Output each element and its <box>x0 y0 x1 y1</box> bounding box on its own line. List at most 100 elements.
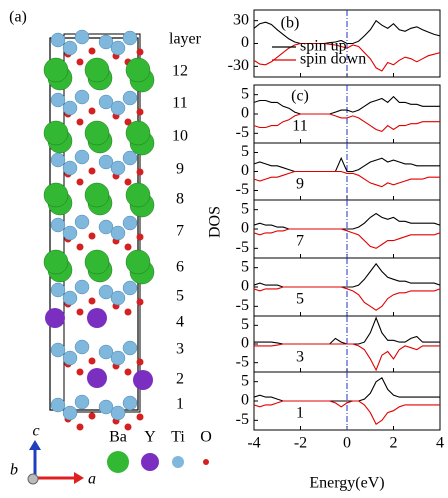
o-atom <box>89 358 96 365</box>
layer-label: 5 <box>296 291 304 308</box>
ti-atom <box>75 340 89 354</box>
o-atom <box>137 299 144 306</box>
y-tick-label: 5 <box>241 200 249 217</box>
ti-atom <box>51 343 65 357</box>
layer-label: 6 <box>176 259 184 276</box>
ba-atom <box>44 121 68 145</box>
y-tick-label: -5 <box>236 353 249 370</box>
atom-label: Ba <box>109 429 127 446</box>
ti-atom <box>111 41 125 55</box>
atom-legend-marker <box>172 456 184 468</box>
o-atom <box>137 414 144 421</box>
layer-label: 2 <box>176 371 184 388</box>
layer-label: 9 <box>296 176 304 193</box>
layer-label: 5 <box>176 288 184 305</box>
ti-atom <box>123 396 137 410</box>
crystal-structure <box>44 30 154 431</box>
ti-atom <box>63 291 77 305</box>
ti-atom <box>123 151 137 165</box>
ba-atom <box>44 58 68 82</box>
o-atom <box>77 424 84 431</box>
o-atom <box>89 48 96 55</box>
layer-label: 3 <box>296 349 304 366</box>
layer-label: 10 <box>172 128 188 145</box>
y-tick-label: 0 <box>241 162 249 179</box>
layer-label: 12 <box>172 63 188 80</box>
ti-atom <box>51 33 65 47</box>
y-tick-label: 0 <box>241 392 249 409</box>
ti-atom <box>111 351 125 365</box>
ti-atom <box>75 90 89 104</box>
y-tick-label: 0 <box>241 105 249 122</box>
o-atom <box>89 413 96 420</box>
ti-atom <box>123 341 137 355</box>
ba-atom <box>85 183 109 207</box>
ti-atom <box>123 281 137 295</box>
ba-atom <box>44 183 68 207</box>
layer-title: layer <box>169 31 202 48</box>
o-atom <box>77 179 84 186</box>
o-atom <box>77 59 84 66</box>
o-atom <box>77 309 84 316</box>
ba-atom <box>126 183 150 207</box>
ti-atom <box>63 406 77 420</box>
layer-label: 7 <box>296 233 304 250</box>
ti-atom <box>111 226 125 240</box>
atom-label: O <box>200 429 212 446</box>
y-tick-label: -5 <box>236 181 249 198</box>
y-tick-label: -30 <box>228 57 249 74</box>
atom-legend-marker <box>203 459 209 465</box>
ti-atom <box>51 93 65 107</box>
x-axis-label: Energy(eV) <box>309 475 384 492</box>
o-atom <box>77 369 84 376</box>
y-tick-label: 0 <box>241 220 249 237</box>
ti-atom <box>111 406 125 420</box>
atom-legend-marker <box>141 453 159 471</box>
atom-label: Y <box>144 429 156 446</box>
o-atom <box>137 169 144 176</box>
o-atom <box>77 244 84 251</box>
axis-name: a <box>88 471 96 488</box>
y-atom <box>45 308 65 328</box>
legend-label: spin down <box>300 51 366 68</box>
layer-label: 7 <box>176 223 184 240</box>
ti-atom <box>75 150 89 164</box>
ti-atom <box>111 101 125 115</box>
o-atom <box>89 298 96 305</box>
ti-atom <box>75 395 89 409</box>
ti-atom <box>51 398 65 412</box>
atom-label: Ti <box>171 429 185 446</box>
layer-label: 1 <box>176 396 184 413</box>
layer-label: 3 <box>176 341 184 358</box>
o-atom <box>137 109 144 116</box>
x-tick-label: 4 <box>436 435 444 452</box>
ti-atom <box>63 161 77 175</box>
y-tick-label: 5 <box>241 316 249 333</box>
o-atom <box>125 309 132 316</box>
y-tick-label: -5 <box>236 124 249 141</box>
o-atom <box>137 49 144 56</box>
y-atom <box>87 308 107 328</box>
panel-label: (c) <box>291 88 309 105</box>
o-atom <box>89 233 96 240</box>
o-atom <box>89 108 96 115</box>
ti-atom <box>75 215 89 229</box>
layer-label: 8 <box>176 191 184 208</box>
axis-name: c <box>32 423 39 440</box>
o-atom <box>77 119 84 126</box>
arrow-head <box>74 472 84 484</box>
ba-atom <box>44 250 68 274</box>
axis-name: b <box>10 462 18 479</box>
y-tick-label: 5 <box>241 372 249 389</box>
ti-atom <box>51 218 65 232</box>
axis-origin <box>28 474 38 484</box>
y-tick-label: 5 <box>241 143 249 160</box>
y-atom <box>133 370 153 390</box>
ba-atom <box>85 58 109 82</box>
y-tick-label: -5 <box>236 239 249 256</box>
y-tick-label: 5 <box>241 85 249 102</box>
arrow-head <box>29 440 41 450</box>
ba-atom <box>85 121 109 145</box>
ti-atom <box>75 30 89 44</box>
x-tick-label: 2 <box>390 435 398 452</box>
